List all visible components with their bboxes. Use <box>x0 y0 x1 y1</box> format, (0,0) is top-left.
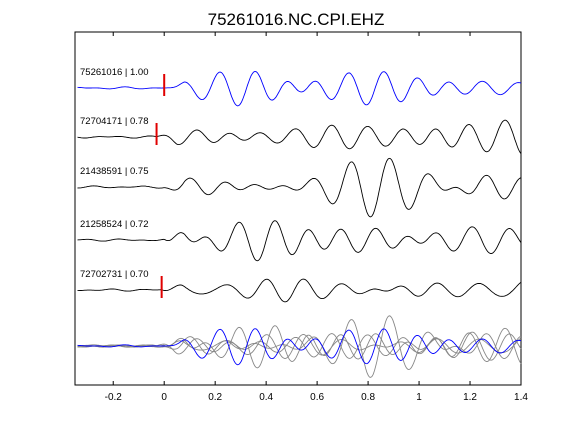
x-tick-label: 0.4 <box>259 392 273 403</box>
x-tick-label: 0.6 <box>310 392 324 403</box>
trace-label: 21438591 | 0.75 <box>80 166 149 177</box>
chart-title: 75261016.NC.CPI.EHZ <box>208 10 385 29</box>
trace-label: 72702731 | 0.70 <box>80 269 149 280</box>
overlay-trace-line <box>77 327 522 364</box>
x-axis-ticks: -0.2 0 0.2 0.4 0.6 0.8 1 1.2 1.4 <box>105 32 528 403</box>
x-tick-label: 1.4 <box>514 392 528 403</box>
trace-line <box>77 278 522 303</box>
overlay-trace-line <box>77 325 522 369</box>
x-tick-label: 1 <box>416 392 422 403</box>
x-tick-label: -0.2 <box>105 392 123 403</box>
plot-area-frame <box>74 31 522 386</box>
trace-line <box>77 71 522 107</box>
trace-label: 72704171 | 0.78 <box>80 116 149 127</box>
x-tick-label: 1.2 <box>463 392 477 403</box>
x-tick-label: 0 <box>161 392 167 403</box>
trace-group: 75261016 | 1.00 72704171 | 0.78 21438591 |… <box>77 67 522 303</box>
trace-label: 21258524 | 0.72 <box>80 219 149 230</box>
trace-line <box>77 119 522 155</box>
overlay-group <box>77 315 522 378</box>
trace-line <box>77 157 522 218</box>
trace-label: 75261016 | 1.00 <box>80 67 149 78</box>
overlay-trace-line <box>77 328 522 366</box>
x-tick-label: 0.8 <box>361 392 375 403</box>
x-tick-label: 0.2 <box>208 392 222 403</box>
trace-line <box>77 220 522 262</box>
